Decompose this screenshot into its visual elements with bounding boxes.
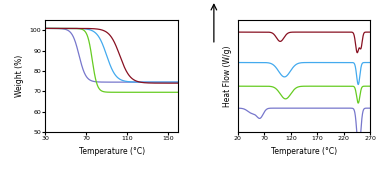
Y-axis label: Heat Flow (W/g): Heat Flow (W/g)	[223, 45, 232, 107]
Y-axis label: Weight (%): Weight (%)	[15, 55, 24, 97]
X-axis label: Temperature (°C): Temperature (°C)	[79, 147, 145, 155]
X-axis label: Temperature (°C): Temperature (°C)	[271, 147, 337, 155]
